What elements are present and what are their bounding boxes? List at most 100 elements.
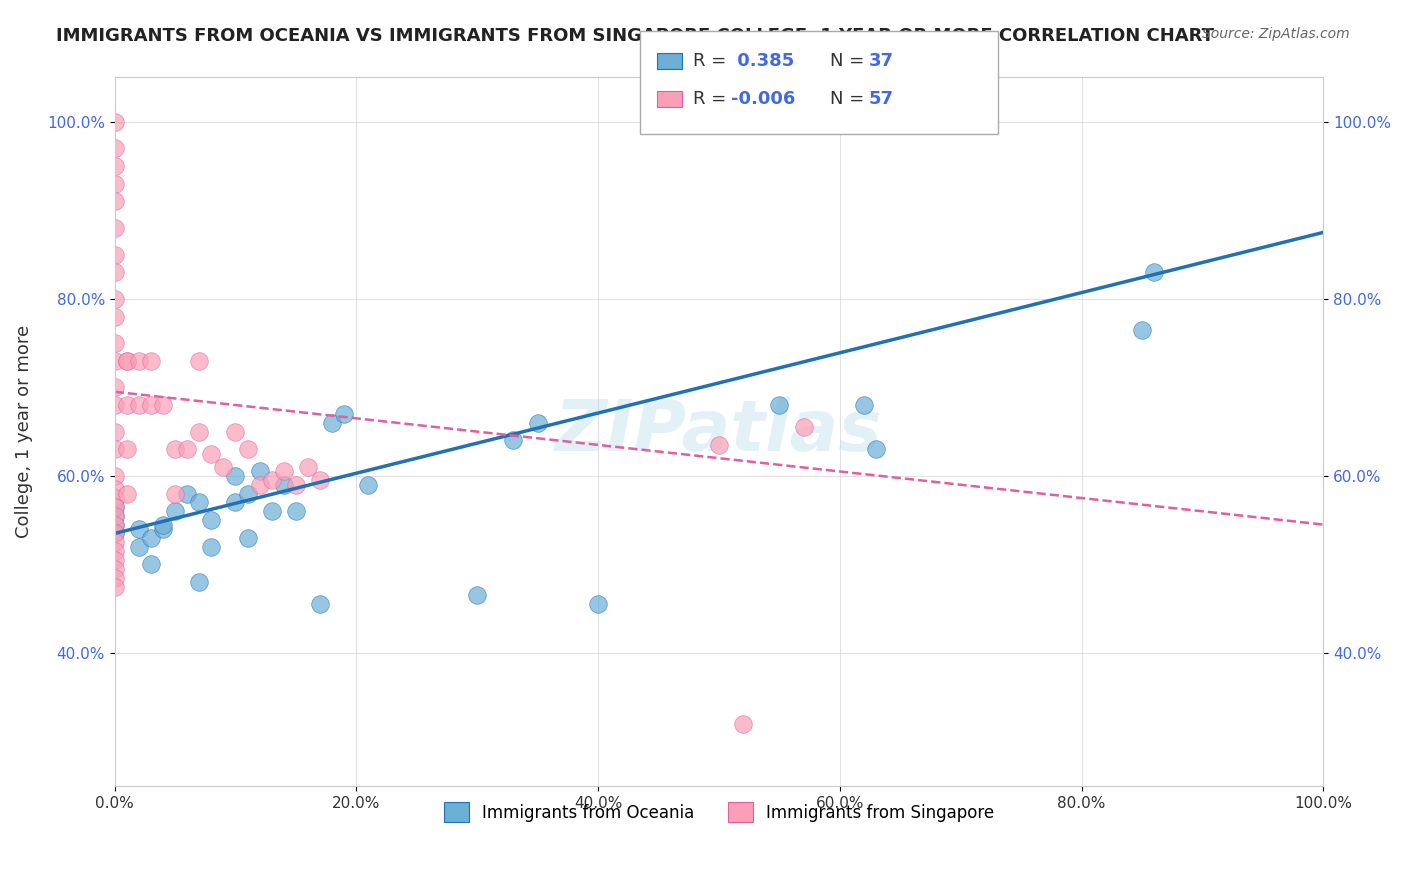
Text: Source: ZipAtlas.com: Source: ZipAtlas.com bbox=[1202, 27, 1350, 41]
Text: R =: R = bbox=[693, 52, 733, 70]
Point bbox=[152, 517, 174, 532]
Point bbox=[104, 500, 127, 514]
Point bbox=[188, 425, 211, 439]
Point bbox=[115, 486, 138, 500]
Point bbox=[200, 540, 222, 554]
Point bbox=[273, 477, 295, 491]
Point bbox=[139, 558, 162, 572]
Point bbox=[104, 562, 127, 576]
Point bbox=[152, 522, 174, 536]
Point bbox=[707, 438, 730, 452]
Point bbox=[104, 247, 127, 261]
Point bbox=[115, 442, 138, 457]
Point bbox=[176, 442, 198, 457]
Point bbox=[321, 416, 343, 430]
Point bbox=[200, 447, 222, 461]
Point bbox=[128, 353, 150, 368]
Text: 57: 57 bbox=[869, 90, 894, 108]
Text: 37: 37 bbox=[869, 52, 894, 70]
Point bbox=[333, 407, 356, 421]
Point bbox=[104, 535, 127, 549]
Point bbox=[768, 398, 790, 412]
Point bbox=[284, 504, 307, 518]
Text: 0.385: 0.385 bbox=[731, 52, 794, 70]
Point bbox=[104, 526, 127, 541]
Point bbox=[224, 425, 246, 439]
Point bbox=[188, 353, 211, 368]
Point bbox=[104, 336, 127, 351]
Point bbox=[236, 486, 259, 500]
Point bbox=[139, 398, 162, 412]
Point bbox=[188, 575, 211, 590]
Y-axis label: College, 1 year or more: College, 1 year or more bbox=[15, 325, 32, 538]
Point bbox=[104, 517, 127, 532]
Point bbox=[224, 495, 246, 509]
Point bbox=[1130, 323, 1153, 337]
Point bbox=[733, 716, 755, 731]
Point bbox=[188, 495, 211, 509]
Point bbox=[273, 465, 295, 479]
Point bbox=[104, 141, 127, 155]
Point bbox=[309, 597, 332, 611]
Point bbox=[163, 442, 186, 457]
Point bbox=[104, 469, 127, 483]
Point bbox=[104, 553, 127, 567]
Point bbox=[104, 159, 127, 173]
Point bbox=[115, 353, 138, 368]
Point bbox=[1143, 265, 1166, 279]
Point bbox=[249, 477, 271, 491]
Point bbox=[104, 380, 127, 394]
Point bbox=[104, 398, 127, 412]
Point bbox=[104, 114, 127, 128]
Point bbox=[104, 221, 127, 235]
Text: R =: R = bbox=[693, 90, 733, 108]
Point bbox=[586, 597, 609, 611]
Point bbox=[152, 398, 174, 412]
Point bbox=[104, 425, 127, 439]
Point bbox=[236, 442, 259, 457]
Point bbox=[128, 540, 150, 554]
Point bbox=[176, 486, 198, 500]
Point bbox=[104, 177, 127, 191]
Point bbox=[115, 353, 138, 368]
Point bbox=[104, 353, 127, 368]
Point bbox=[297, 460, 319, 475]
Text: IMMIGRANTS FROM OCEANIA VS IMMIGRANTS FROM SINGAPORE COLLEGE, 1 YEAR OR MORE COR: IMMIGRANTS FROM OCEANIA VS IMMIGRANTS FR… bbox=[56, 27, 1215, 45]
Point bbox=[260, 504, 283, 518]
Point bbox=[104, 482, 127, 496]
Point bbox=[128, 398, 150, 412]
Text: N =: N = bbox=[830, 90, 869, 108]
Point bbox=[224, 469, 246, 483]
Point bbox=[104, 500, 127, 514]
Text: N =: N = bbox=[830, 52, 869, 70]
Point bbox=[357, 477, 380, 491]
Point bbox=[502, 434, 524, 448]
Point bbox=[249, 465, 271, 479]
Point bbox=[104, 571, 127, 585]
Point bbox=[128, 522, 150, 536]
Point bbox=[212, 460, 235, 475]
Text: -0.006: -0.006 bbox=[731, 90, 796, 108]
Point bbox=[260, 473, 283, 487]
Point bbox=[309, 473, 332, 487]
Point bbox=[104, 442, 127, 457]
Point bbox=[104, 310, 127, 324]
Point bbox=[104, 265, 127, 279]
Point bbox=[526, 416, 548, 430]
Point bbox=[139, 531, 162, 545]
Point bbox=[104, 580, 127, 594]
Point bbox=[163, 504, 186, 518]
Point bbox=[865, 442, 887, 457]
Point bbox=[284, 477, 307, 491]
Point bbox=[236, 531, 259, 545]
Point bbox=[104, 292, 127, 306]
Point bbox=[104, 544, 127, 558]
Point bbox=[793, 420, 815, 434]
Point bbox=[104, 526, 127, 541]
Point bbox=[104, 491, 127, 505]
Point bbox=[104, 194, 127, 209]
Legend: Immigrants from Oceania, Immigrants from Singapore: Immigrants from Oceania, Immigrants from… bbox=[432, 790, 1005, 834]
Point bbox=[104, 508, 127, 523]
Point bbox=[115, 398, 138, 412]
Point bbox=[139, 353, 162, 368]
